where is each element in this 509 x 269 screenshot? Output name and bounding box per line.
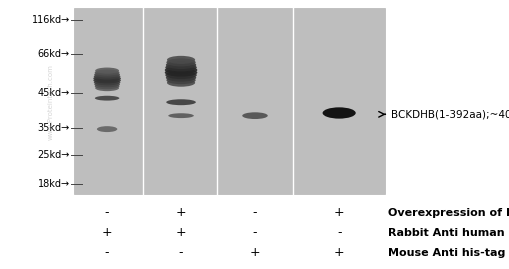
Ellipse shape [166, 76, 195, 84]
Ellipse shape [94, 73, 120, 80]
Ellipse shape [165, 74, 196, 82]
Text: +: + [176, 206, 186, 219]
Text: -: - [252, 226, 257, 239]
Text: 45kd→: 45kd→ [38, 88, 70, 98]
Text: 25kd→: 25kd→ [38, 150, 70, 160]
Text: +: + [102, 226, 112, 239]
Text: -: - [336, 226, 341, 239]
Ellipse shape [166, 99, 195, 105]
Text: -: - [105, 206, 109, 219]
Text: +: + [249, 246, 260, 259]
Text: +: + [333, 206, 344, 219]
Ellipse shape [164, 66, 197, 74]
Ellipse shape [95, 68, 119, 74]
Ellipse shape [95, 96, 119, 101]
Ellipse shape [168, 113, 193, 118]
Ellipse shape [165, 71, 196, 79]
Text: 66kd→: 66kd→ [38, 49, 70, 59]
Ellipse shape [166, 79, 195, 87]
Text: 18kd→: 18kd→ [38, 179, 70, 189]
Text: -: - [179, 246, 183, 259]
Ellipse shape [166, 56, 195, 64]
Ellipse shape [165, 61, 196, 69]
Text: -: - [252, 206, 257, 219]
Ellipse shape [94, 81, 120, 87]
Ellipse shape [95, 85, 119, 91]
Ellipse shape [166, 58, 195, 66]
Ellipse shape [164, 69, 197, 77]
Text: -: - [105, 246, 109, 259]
Ellipse shape [95, 83, 119, 89]
Ellipse shape [97, 126, 117, 132]
Text: Rabbit Anti human BCKDHB polyclonal antibody: Rabbit Anti human BCKDHB polyclonal anti… [387, 228, 509, 238]
Text: +: + [333, 246, 344, 259]
Ellipse shape [95, 69, 119, 76]
Text: Overexpression of BCKDHB his-myc: Overexpression of BCKDHB his-myc [387, 207, 509, 218]
Ellipse shape [322, 107, 355, 119]
Text: 35kd→: 35kd→ [38, 123, 70, 133]
Ellipse shape [165, 63, 196, 72]
Ellipse shape [94, 79, 120, 85]
Ellipse shape [93, 75, 121, 82]
Ellipse shape [242, 112, 267, 119]
Text: 116kd→: 116kd→ [32, 15, 70, 25]
Text: Mouse Anti his-tag monoclonal antibody: Mouse Anti his-tag monoclonal antibody [387, 248, 509, 258]
Ellipse shape [94, 72, 120, 77]
Text: +: + [176, 226, 186, 239]
Text: www.Proteintech.com: www.Proteintech.com [48, 64, 54, 140]
Bar [74, 8, 384, 194]
Text: BCKDHB(1-392aa);~40kDa: BCKDHB(1-392aa);~40kDa [390, 109, 509, 119]
Ellipse shape [93, 77, 121, 83]
